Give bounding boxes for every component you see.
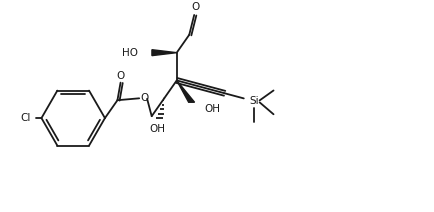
Polygon shape	[152, 50, 177, 56]
Text: OH: OH	[149, 124, 165, 134]
Text: HO: HO	[122, 48, 138, 58]
Polygon shape	[177, 80, 194, 102]
Text: O: O	[116, 71, 125, 81]
Text: O: O	[140, 93, 148, 103]
Text: Si: Si	[249, 96, 259, 106]
Text: O: O	[191, 2, 199, 12]
Text: OH: OH	[204, 104, 220, 114]
Text: Cl: Cl	[20, 113, 30, 123]
